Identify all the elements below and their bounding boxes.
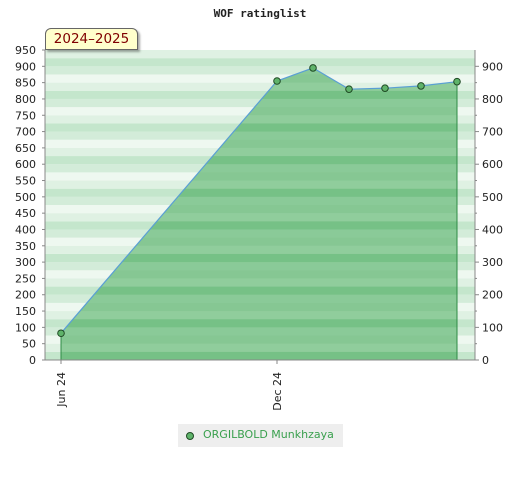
y-tick-label-right: 100 (482, 321, 503, 334)
legend-marker (186, 432, 194, 440)
y-axis-right: 0 100 200 300 400 500 600 700 800 900 (475, 60, 503, 367)
y-tick-label-left: 700 (15, 126, 36, 139)
data-point (453, 77, 461, 86)
y-tick-label-left: 500 (15, 191, 36, 204)
x-axis: Jun 24 Dec 24 (55, 360, 284, 411)
area-stripe (61, 319, 457, 328)
y-axis-left: 0 50 100 150 200 250 300 350 400 450 500 550 600 650 7… (15, 44, 45, 367)
y-tick-label-right: 500 (482, 191, 503, 204)
area-stripe (61, 270, 457, 279)
area-stripe (61, 188, 457, 197)
y-tick-label-left: 150 (15, 305, 36, 318)
area-stripe (61, 302, 457, 312)
data-point (273, 77, 281, 85)
grid-band (45, 82, 475, 91)
y-tick-label-left: 450 (15, 207, 36, 220)
data-point (381, 84, 389, 92)
area-stripe (61, 205, 457, 214)
area-fill (61, 67, 457, 361)
y-tick-label-left: 750 (15, 109, 36, 122)
x-tick-label: Dec 24 (271, 372, 284, 411)
area-stripe (61, 286, 457, 295)
y-tick-label-left: 200 (15, 289, 36, 302)
grid-band (45, 50, 475, 59)
area-stripe (61, 107, 457, 116)
y-tick-label-left: 900 (15, 60, 36, 73)
y-tick-label-left: 350 (15, 240, 36, 253)
y-tick-label-left: 300 (15, 256, 36, 269)
area-stripe (61, 156, 457, 165)
y-tick-label-right: 300 (482, 256, 503, 269)
y-tick-label-left: 650 (15, 142, 36, 155)
y-tick-label-right: 400 (482, 223, 503, 236)
axes (44, 50, 476, 361)
y-tick-label-right: 800 (482, 93, 503, 106)
y-tick-label-left: 950 (15, 44, 36, 57)
legend: ORGILBOLD Munkhzaya (178, 424, 343, 447)
y-tick-label-left: 600 (15, 158, 36, 171)
area-stripe (61, 172, 457, 181)
y-tick-label-left: 400 (15, 223, 36, 236)
grid-band (45, 66, 475, 75)
legend-label: ORGILBOLD Munkhzaya (203, 428, 334, 441)
x-tick-label: Jun 24 (55, 372, 68, 408)
y-tick-label-left: 100 (15, 321, 36, 334)
data-point (57, 329, 65, 338)
y-tick-label-right: 0 (482, 354, 489, 367)
y-tick-label-right: 600 (482, 158, 503, 171)
data-point (309, 64, 317, 72)
y-tick-label-right: 200 (482, 289, 503, 302)
y-tick-label-left: 250 (15, 272, 36, 285)
area-stripe (61, 123, 457, 132)
grid-band (45, 58, 475, 67)
y-tick-label-left: 50 (22, 338, 36, 351)
area-stripe (61, 237, 457, 246)
y-tick-label-right: 700 (482, 126, 503, 139)
data-point (417, 82, 425, 90)
area-stripe (61, 335, 457, 344)
y-tick-label-left: 850 (15, 77, 36, 90)
grid-band (45, 90, 475, 99)
area-stripe (61, 139, 457, 148)
data-point (345, 85, 353, 93)
y-tick-label-left: 800 (15, 93, 36, 106)
grid-band (45, 74, 475, 83)
y-tick-label-left: 0 (29, 354, 36, 367)
area-stripe (61, 221, 457, 230)
season-label: 2024–2025 (45, 28, 138, 50)
y-tick-label-left: 550 (15, 175, 36, 188)
data-points (57, 64, 461, 338)
y-tick-label-right: 900 (482, 60, 503, 73)
chart-title: WOF ratinglist (214, 7, 307, 20)
area-stripe (61, 253, 457, 263)
area-stripe (61, 351, 457, 360)
